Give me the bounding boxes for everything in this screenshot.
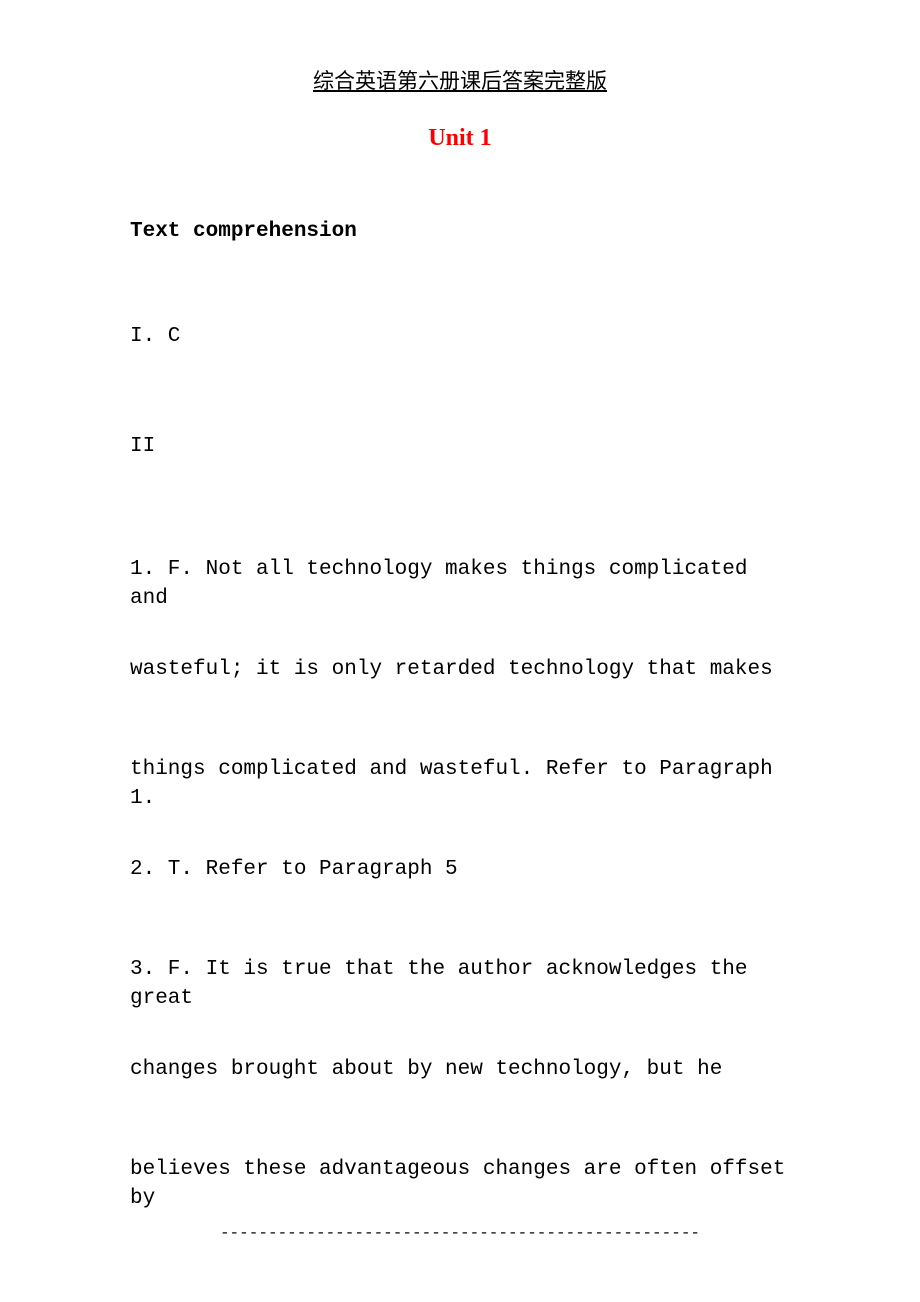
unit-title: Unit 1 [0,125,920,152]
body-line-1: 1. F. Not all technology makes things co… [130,555,790,614]
roman-numeral-2: II [130,435,155,458]
body-line-5: 3. F. It is true that the author acknowl… [130,955,790,1014]
page-footer-separator: ----------------------------------------… [0,1224,920,1242]
body-line-7: believes these advantageous changes are … [130,1155,790,1214]
section-heading: Text comprehension [130,220,357,243]
body-line-6: changes brought about by new technology,… [130,1055,790,1084]
page-header-text: 综合英语第六册课后答案完整版 [313,69,607,93]
page-header: 综合英语第六册课后答案完整版 [0,65,920,95]
body-line-4: 2. T. Refer to Paragraph 5 [130,855,790,884]
body-line-2: wasteful; it is only retarded technology… [130,655,790,684]
unit-title-text: Unit 1 [428,125,491,151]
roman-numeral-1: I. C [130,325,180,348]
body-line-3: things complicated and wasteful. Refer t… [130,755,790,814]
